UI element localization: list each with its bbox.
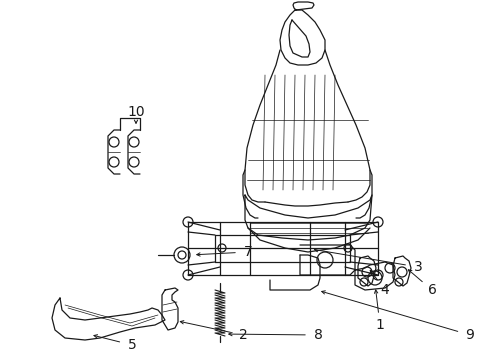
Text: 4: 4: [380, 283, 388, 297]
Text: 8: 8: [313, 328, 322, 342]
Text: 10: 10: [127, 105, 144, 119]
Text: 3: 3: [413, 260, 422, 274]
Text: 9: 9: [465, 328, 473, 342]
Text: 5: 5: [127, 338, 136, 352]
Text: 7: 7: [243, 245, 252, 259]
Text: 2: 2: [238, 328, 247, 342]
Text: 6: 6: [427, 283, 436, 297]
Text: 1: 1: [375, 318, 384, 332]
